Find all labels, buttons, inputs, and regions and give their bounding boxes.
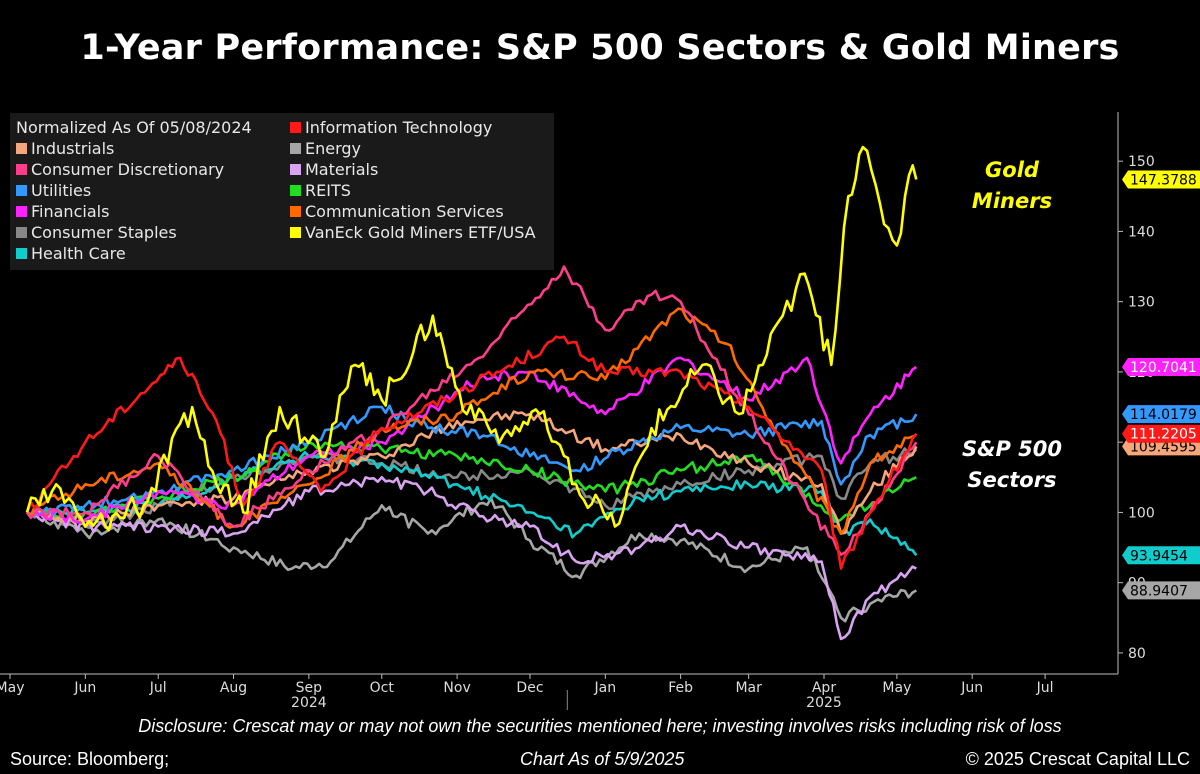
series-line-industrials <box>26 410 918 535</box>
last-value-label: 147.3788 <box>1130 172 1197 188</box>
source-text: Source: Bloomberg; <box>10 749 170 769</box>
series-line-communication-services <box>26 307 917 535</box>
series-line-consumer-discretionary <box>25 265 918 556</box>
legend-item-communication-services: Communication Services <box>290 202 504 222</box>
legend-item-utilities: Utilities <box>16 181 91 201</box>
x-tick-label: Jan <box>594 680 617 696</box>
legend-swatch <box>16 164 27 175</box>
last-value-tag <box>1122 170 1200 189</box>
legend-item-materials: Materials <box>290 160 378 180</box>
last-value-tag <box>1122 424 1200 443</box>
y-tick-label: 100 <box>1128 505 1155 521</box>
legend-swatch <box>16 206 27 217</box>
last-value-tag <box>1122 358 1200 377</box>
chart-as-of-text: Chart As of 5/9/2025 <box>520 749 685 769</box>
copyright-text: © 2025 Crescat Capital LLC <box>965 749 1190 769</box>
legend-item-industrials: Industrials <box>16 139 114 159</box>
legend-swatch <box>290 185 301 196</box>
legend-swatch <box>290 164 301 175</box>
last-value-tag <box>1122 581 1200 600</box>
x-tick-label: Aug <box>220 680 247 696</box>
legend-header: Normalized As Of 05/08/2024 <box>16 118 252 137</box>
legend-item-reits: REITS <box>290 181 351 201</box>
last-value-label: 114.0179 <box>1130 407 1197 423</box>
legend-swatch <box>290 206 301 217</box>
x-tick-label: Apr <box>812 680 836 696</box>
series-line-information-technology <box>25 335 918 570</box>
legend-item-consumer-staples: Consumer Staples <box>16 223 177 243</box>
sp-annotation-line2: Sectors <box>967 468 1057 492</box>
series-line-utilities <box>26 404 918 518</box>
sp-annotation-line1: S&P 500 <box>962 437 1062 461</box>
x-tick-label: Jul <box>149 680 167 696</box>
gold-annotation-line2: Miners <box>971 189 1053 213</box>
chart-title: 1-Year Performance: S&P 500 Sectors & Go… <box>80 28 1120 68</box>
x-tick-label: Jul <box>1036 680 1054 696</box>
legend-item-information-technology: Information Technology <box>290 118 492 138</box>
series-line-health-care <box>26 450 918 557</box>
x-tick-label: Mar <box>735 680 762 696</box>
x-tick-label: Jun <box>960 680 983 696</box>
legend-swatch <box>290 227 301 238</box>
series-line-energy <box>26 497 917 623</box>
series-line-materials <box>26 476 917 641</box>
series-line-vaneck-gold-miners-etf-usa <box>25 145 918 532</box>
x-tick-label: Sep <box>296 680 323 696</box>
gold-miners-annotation: Gold Miners <box>960 155 1064 217</box>
legend: Normalized As Of 05/08/2024 Information … <box>10 113 554 270</box>
y-tick-label: 140 <box>1128 224 1155 240</box>
x-tick-label: Oct <box>370 680 395 696</box>
y-tick-label: 80 <box>1128 646 1146 662</box>
sp500-sectors-annotation: S&P 500 Sectors <box>950 434 1074 496</box>
last-value-tag <box>1122 405 1200 424</box>
x-tick-label: Feb <box>668 680 693 696</box>
x-tick-label: Dec <box>516 680 543 696</box>
legend-item-gold-miners: VanEck Gold Miners ETF/USA <box>290 223 536 243</box>
year-label: 2024 <box>291 695 327 711</box>
last-value-label: 93.9454 <box>1130 548 1188 564</box>
last-value-tag <box>1122 546 1200 565</box>
legend-swatch <box>16 143 27 154</box>
last-value-label: 109.4595 <box>1130 439 1197 455</box>
legend-item-financials: Financials <box>16 202 109 222</box>
x-tick-label: Nov <box>443 680 470 696</box>
legend-swatch <box>290 143 301 154</box>
legend-swatch <box>16 185 27 196</box>
legend-swatch <box>290 122 301 133</box>
x-tick-label: May <box>882 680 911 696</box>
x-tick-label: Jun <box>73 680 96 696</box>
legend-swatch <box>16 227 27 238</box>
legend-item-health-care: Health Care <box>16 244 126 264</box>
last-value-label: 88.9407 <box>1130 583 1188 599</box>
legend-swatch <box>16 248 27 259</box>
x-tick-label: May <box>0 680 24 696</box>
last-value-label: 111.2205 <box>1130 427 1197 443</box>
legend-item-energy: Energy <box>290 139 361 159</box>
year-label: 2025 <box>806 695 842 711</box>
last-value-label: 120.7041 <box>1130 360 1197 376</box>
disclosure-text: Disclosure: Crescat may or may not own t… <box>138 716 1062 736</box>
y-tick-label: 150 <box>1128 154 1155 170</box>
legend-item-consumer-discretionary: Consumer Discretionary <box>16 160 224 180</box>
gold-annotation-line1: Gold <box>985 158 1039 182</box>
y-tick-label: 130 <box>1128 295 1155 311</box>
